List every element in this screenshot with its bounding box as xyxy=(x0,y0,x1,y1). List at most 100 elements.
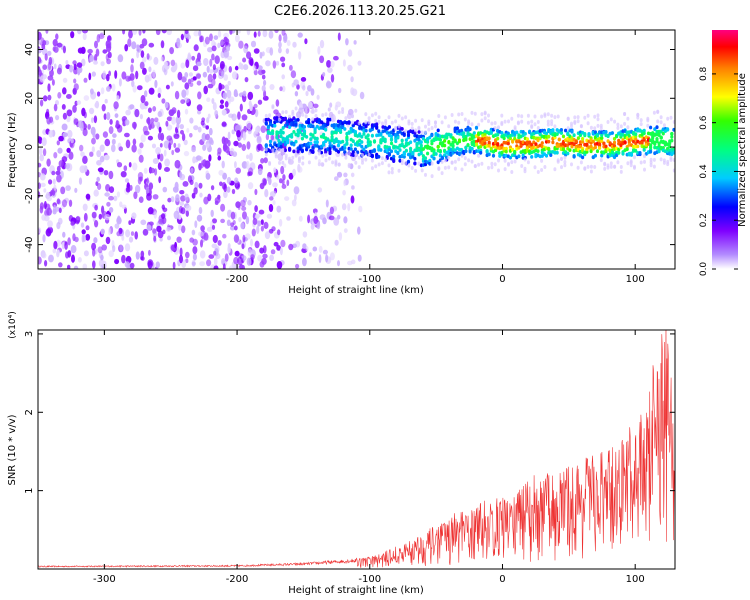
spectrogram-cell xyxy=(549,153,553,158)
spectrogram-cell xyxy=(576,115,580,120)
spectrogram-cell xyxy=(593,165,597,169)
spectrogram-cell xyxy=(633,164,636,169)
spectrogram-cell xyxy=(377,120,381,124)
spectrogram-cell xyxy=(503,167,507,172)
snr-xtick-label: -200 xyxy=(226,574,249,585)
spectrogram-cell xyxy=(523,157,527,162)
spectrogram-cell xyxy=(629,160,633,165)
spectrogram-cell xyxy=(153,120,159,127)
spectrogram-cell xyxy=(80,122,84,132)
spectrogram-cell xyxy=(173,142,177,148)
spectrogram-cell xyxy=(203,58,209,66)
spectrogram-cell xyxy=(104,154,110,161)
spectrogram-cell xyxy=(629,153,634,157)
spectrogram-cell xyxy=(343,172,348,178)
spectrogram-cell xyxy=(311,149,315,154)
spectrogram-cell xyxy=(184,108,189,115)
spectrogram-cell xyxy=(262,30,268,38)
spectrogram-cell xyxy=(553,167,557,172)
spectrogram-cell xyxy=(319,214,326,221)
spectrogram-cell xyxy=(394,139,398,144)
spectrogram-cell xyxy=(280,165,285,175)
spectrogram-cell xyxy=(254,126,259,135)
spectrogram-cell xyxy=(312,103,319,109)
spectrogram-cell xyxy=(612,143,617,148)
spectrogram-cell xyxy=(179,247,183,257)
spectrogram-cell xyxy=(268,143,273,148)
spectrogram-cell xyxy=(95,133,100,140)
spectrogram-cell xyxy=(634,137,638,142)
spectrogram-cell xyxy=(264,231,271,240)
spectrogram-cell xyxy=(623,140,627,145)
spectrogram-cell xyxy=(43,201,47,210)
spectrogram-cell xyxy=(56,67,62,75)
spectrogram-cell xyxy=(113,101,119,110)
spectrogram-cell xyxy=(324,112,328,117)
spectrogram-cell xyxy=(58,135,64,142)
spectrogram-cell xyxy=(246,154,250,160)
spectrogram-cell xyxy=(321,153,325,158)
spectrogram-cell xyxy=(295,263,300,269)
spectrogram-cell xyxy=(62,45,66,54)
spectrogram-cell xyxy=(207,193,212,202)
spectrogram-cell xyxy=(241,143,247,152)
spectrogram-cell xyxy=(286,179,290,187)
spectrogram-cell xyxy=(298,51,302,60)
spectrogram-cell xyxy=(185,59,190,69)
spectrogram-cell xyxy=(196,80,202,86)
spectrogram-cell xyxy=(278,117,281,122)
spectrogram-cell xyxy=(669,115,673,120)
snr-xtick-label: -100 xyxy=(358,574,381,585)
spectrogram-xtick-label: -100 xyxy=(358,274,381,285)
spectrogram-cell xyxy=(175,115,182,125)
spectrogram-cell xyxy=(497,125,500,130)
spectrogram-cell xyxy=(520,119,524,124)
spectrogram-cell xyxy=(612,136,617,141)
spectrogram-cell xyxy=(205,133,211,141)
spectrogram-cell xyxy=(237,142,242,148)
spectrogram-cell xyxy=(136,44,140,50)
spectrogram-cell xyxy=(312,246,318,252)
spectrogram-cell xyxy=(284,196,290,202)
spectrogram-cell xyxy=(561,147,566,152)
spectrogram-cell xyxy=(56,249,60,256)
spectrogram-cell xyxy=(38,191,41,199)
spectrogram-cell xyxy=(213,250,217,256)
spectrogram-cell xyxy=(543,112,547,117)
spectrogram-cell xyxy=(477,122,481,127)
spectrogram-cell xyxy=(319,55,325,64)
spectrogram-cell xyxy=(291,109,295,114)
spectrogram-cell xyxy=(640,140,644,145)
spectrogram-cell xyxy=(140,256,145,261)
spectrogram-cell xyxy=(344,116,348,121)
spectrogram-cell xyxy=(114,70,118,79)
spectrogram-cell xyxy=(65,185,71,192)
spectrogram-cell xyxy=(165,84,170,90)
spectrogram-cell xyxy=(572,133,576,138)
spectrogram-cell xyxy=(266,213,273,219)
spectrogram-cell xyxy=(170,196,175,203)
spectrogram-cell xyxy=(615,153,619,158)
spectrogram-cell xyxy=(652,110,656,115)
spectrogram-cell xyxy=(345,135,349,140)
spectrogram-cell xyxy=(672,158,675,162)
spectrogram-cell xyxy=(288,172,294,180)
spectrogram-cell xyxy=(321,113,325,118)
spectrogram-cell xyxy=(593,153,598,158)
spectrogram-cell xyxy=(353,40,357,45)
spectrogram-ytick-label: 0 xyxy=(24,144,35,150)
spectrogram-cell xyxy=(372,149,377,153)
spectrogram-cell xyxy=(392,159,396,164)
spectrogram-cell xyxy=(500,122,504,127)
spectrogram-cell xyxy=(169,47,175,55)
spectrogram-cell xyxy=(130,58,135,64)
spectrogram-cell xyxy=(643,159,646,164)
spectrogram-cell xyxy=(202,71,208,78)
spectrogram-cell xyxy=(656,119,660,124)
spectrogram-cell xyxy=(132,162,138,171)
spectrogram-cell xyxy=(278,34,282,42)
spectrogram-cell xyxy=(124,44,129,52)
spectrogram-cell xyxy=(240,222,245,230)
spectrogram-cell xyxy=(487,136,491,141)
spectrogram-cell xyxy=(285,122,290,127)
